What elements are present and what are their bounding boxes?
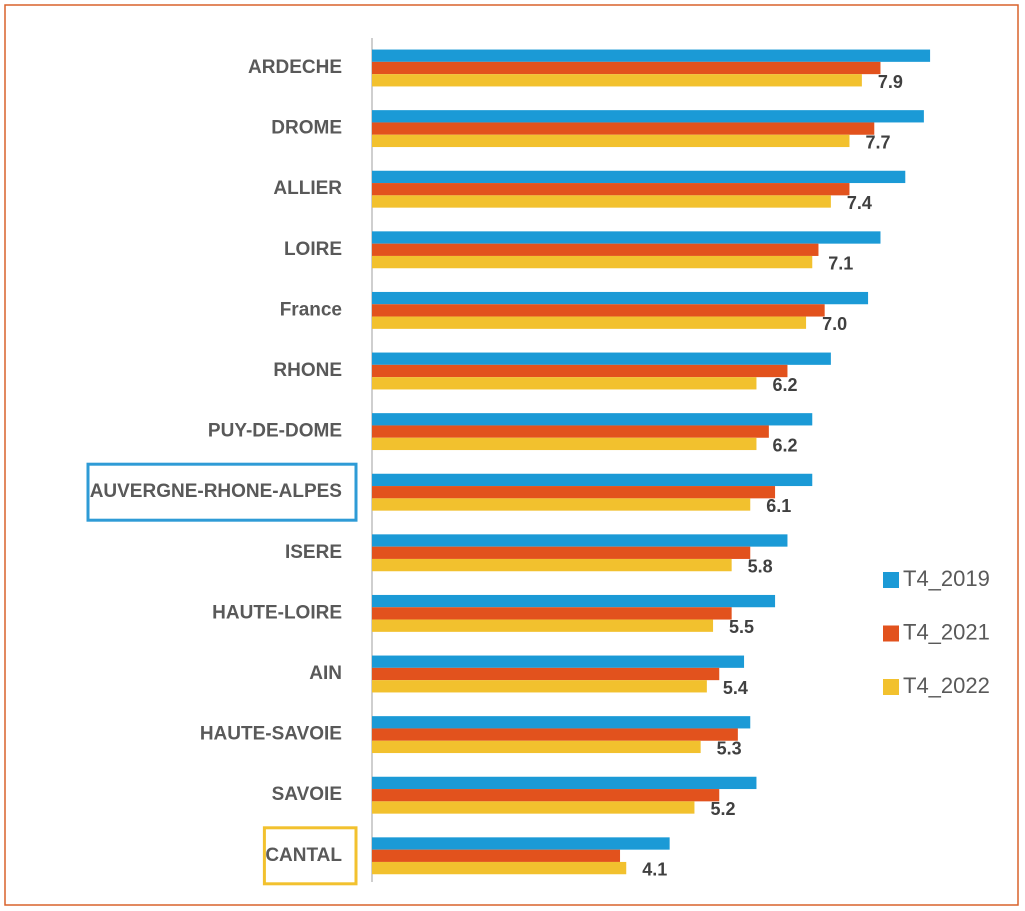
bar bbox=[372, 122, 875, 135]
category-highlight-box bbox=[86, 462, 358, 522]
value-label: 5.2 bbox=[710, 799, 735, 819]
bar bbox=[372, 437, 757, 451]
bar bbox=[372, 413, 813, 426]
category-label: HAUTE-LOIRE bbox=[212, 602, 342, 623]
legend-label: T4_2021 bbox=[903, 619, 990, 644]
bar bbox=[372, 619, 714, 632]
bar bbox=[372, 195, 831, 208]
value-label: 6.2 bbox=[772, 375, 797, 395]
legend-swatch bbox=[883, 572, 899, 588]
value-label: 7.1 bbox=[828, 254, 853, 274]
chart-border bbox=[4, 4, 1019, 906]
bar bbox=[372, 183, 850, 196]
value-label: 5.5 bbox=[729, 617, 754, 637]
bar bbox=[372, 304, 825, 317]
legend-label: T4_2019 bbox=[903, 566, 990, 591]
category-label: SAVOIE bbox=[272, 784, 342, 805]
bar bbox=[372, 231, 881, 244]
bar bbox=[372, 546, 751, 559]
bar bbox=[372, 728, 738, 741]
bar bbox=[372, 134, 850, 148]
category-label: PUY-DE-DOME bbox=[208, 421, 342, 442]
bar bbox=[372, 486, 776, 499]
category-label: AIN bbox=[309, 663, 342, 684]
legend-swatch bbox=[883, 679, 899, 695]
bar bbox=[372, 74, 862, 87]
value-label: 6.2 bbox=[772, 435, 797, 455]
bar bbox=[372, 558, 732, 572]
bar bbox=[372, 655, 745, 668]
bar bbox=[372, 789, 720, 802]
bar bbox=[372, 861, 627, 875]
bar bbox=[372, 534, 788, 547]
value-label: 5.4 bbox=[723, 678, 748, 698]
category-label: ARDECHE bbox=[248, 57, 342, 78]
category-label: RHONE bbox=[273, 360, 342, 381]
value-label: 7.4 bbox=[847, 193, 872, 213]
bar bbox=[372, 425, 769, 438]
bar bbox=[372, 61, 881, 75]
category-label: LOIRE bbox=[284, 239, 342, 260]
bar bbox=[372, 801, 695, 814]
bar bbox=[372, 594, 776, 608]
bar bbox=[372, 255, 813, 269]
category-label: ALLIER bbox=[273, 178, 342, 199]
category-label: ISERE bbox=[285, 542, 342, 563]
category-label: DROME bbox=[271, 118, 342, 139]
bar bbox=[372, 110, 924, 123]
bar bbox=[372, 170, 906, 184]
bar bbox=[372, 316, 807, 329]
value-label: 7.9 bbox=[878, 72, 903, 92]
bar bbox=[372, 498, 751, 511]
bar bbox=[372, 473, 813, 487]
category-label: CANTAL bbox=[265, 845, 342, 866]
bar bbox=[372, 776, 757, 790]
bar bbox=[372, 667, 720, 681]
bar bbox=[372, 291, 869, 305]
category-label: HAUTE-SAVOIE bbox=[200, 724, 342, 745]
bar bbox=[372, 352, 831, 365]
category-highlight-box bbox=[262, 826, 358, 886]
bar bbox=[372, 740, 701, 754]
bar bbox=[372, 716, 751, 729]
bar bbox=[372, 837, 670, 850]
bar bbox=[372, 377, 757, 390]
legend-swatch bbox=[883, 625, 899, 642]
category-label: AUVERGNE-RHONE-ALPES bbox=[90, 481, 342, 502]
bar bbox=[372, 607, 732, 620]
value-label: 7.0 bbox=[822, 314, 847, 334]
value-label: 4.1 bbox=[642, 860, 667, 880]
bar bbox=[372, 364, 788, 378]
bar bbox=[372, 849, 621, 862]
value-label: 6.1 bbox=[766, 496, 791, 516]
value-label: 7.7 bbox=[865, 132, 890, 152]
bar bbox=[372, 680, 707, 693]
bar bbox=[372, 49, 931, 62]
value-label: 5.8 bbox=[748, 557, 773, 577]
value-label: 5.3 bbox=[717, 738, 742, 758]
legend-label: T4_2022 bbox=[903, 673, 990, 698]
category-label: France bbox=[280, 299, 342, 320]
bar bbox=[372, 243, 819, 256]
